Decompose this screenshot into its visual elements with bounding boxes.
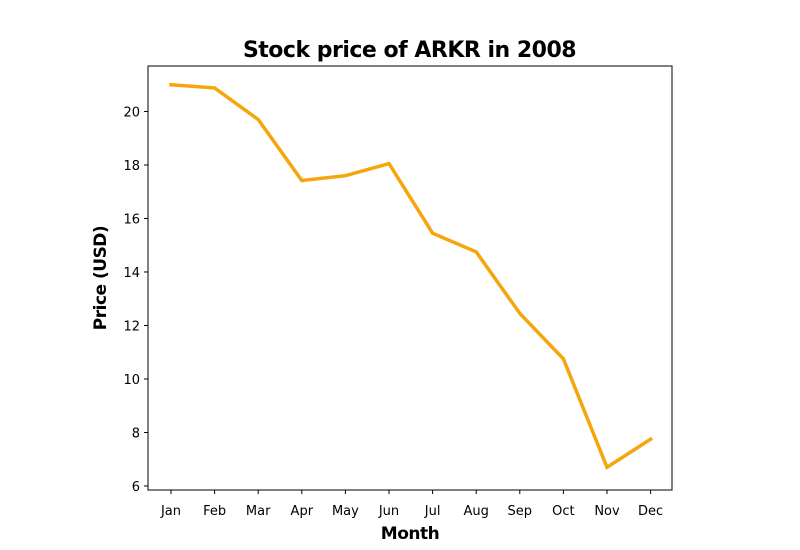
y-axis-title: Price (USD) — [91, 226, 111, 330]
x-tick-label: Oct — [552, 504, 574, 519]
y-axis: 6 8 10 12 14 16 18 20 — [123, 105, 148, 495]
data-point-jun — [388, 162, 391, 165]
x-tick-label: Dec — [638, 504, 663, 519]
y-tick-label: 8 — [132, 426, 140, 441]
data-point-oct — [562, 357, 565, 360]
x-axis: Jan Feb Mar Apr May Jun Jul Aug Sep Oct Nov Dec — [160, 490, 663, 519]
y-tick-label: 14 — [123, 266, 140, 281]
x-tick-label: Jul — [424, 504, 441, 519]
x-tick-label: Sep — [508, 504, 533, 519]
y-tick-label: 18 — [123, 159, 140, 174]
x-tick-label: Jun — [378, 504, 399, 519]
data-point-aug — [475, 250, 478, 253]
y-tick-label: 6 — [132, 480, 140, 495]
x-axis-title: Month — [381, 524, 439, 544]
data-point-mar — [257, 118, 260, 121]
data-point-apr — [300, 179, 303, 182]
y-tick-label: 16 — [123, 212, 140, 227]
chart-title: Stock price of ARKR in 2008 — [243, 38, 576, 63]
x-tick-label: Aug — [464, 504, 489, 519]
data-point-jul — [431, 232, 434, 235]
data-point-jan — [170, 83, 173, 86]
x-tick-label: Apr — [291, 504, 314, 519]
x-tick-label: Jan — [160, 504, 181, 519]
y-tick-label: 12 — [123, 319, 140, 334]
data-point-sep — [518, 312, 521, 315]
data-point-dec — [649, 438, 652, 441]
data-point-nov — [606, 466, 609, 469]
plot-area — [148, 66, 672, 490]
x-tick-label: Mar — [246, 504, 271, 519]
y-tick-label: 20 — [123, 105, 140, 120]
y-tick-label: 10 — [123, 373, 140, 388]
x-tick-label: Feb — [203, 504, 226, 519]
x-tick-label: May — [332, 504, 359, 519]
x-tick-label: Nov — [594, 504, 620, 519]
data-point-feb — [213, 86, 216, 89]
data-point-may — [344, 174, 347, 177]
